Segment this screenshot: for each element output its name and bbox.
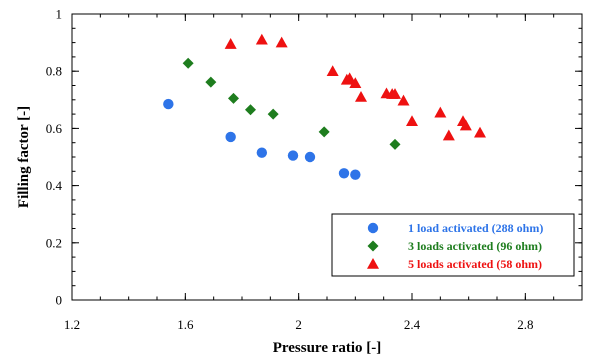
legend-label: 3 loads activated (96 ohm) bbox=[408, 239, 542, 253]
x-tick-label: 2 bbox=[295, 317, 302, 332]
axes: 1.2 1.6 2 2.4 2.8 0 0.2 0.4 0.6 0.8 1 bbox=[46, 7, 583, 332]
data-point-circle bbox=[256, 147, 268, 158]
data-point-triangle bbox=[349, 77, 362, 89]
x-tick-label: 2.4 bbox=[404, 317, 421, 332]
legend-label: 5 loads activated (58 ohm) bbox=[408, 257, 542, 271]
data-point-triangle bbox=[474, 126, 486, 138]
data-point-triangle bbox=[442, 129, 455, 141]
data-point-circle bbox=[287, 150, 299, 161]
data-point-diamond bbox=[389, 138, 401, 150]
data-point-circle bbox=[225, 131, 236, 143]
data-point-diamond bbox=[182, 57, 194, 69]
y-tick-label: 0 bbox=[56, 293, 63, 308]
data-point-diamond bbox=[267, 108, 279, 120]
data-point-triangle bbox=[255, 33, 268, 45]
y-tick-label: 0.6 bbox=[46, 121, 63, 136]
legend-marker-diamond bbox=[367, 240, 379, 252]
legend-label: 1 load activated (288 ohm) bbox=[408, 221, 543, 235]
data-point-triangle bbox=[434, 106, 447, 118]
data-point-circle bbox=[350, 169, 361, 180]
y-axis-title: Filling factor [-] bbox=[16, 106, 32, 208]
legend-marker-triangle bbox=[367, 258, 379, 269]
data-point-triangle bbox=[224, 38, 237, 49]
y-tick-label: 0.8 bbox=[46, 64, 62, 79]
data-point-triangle bbox=[397, 94, 410, 106]
data-point-triangle bbox=[275, 36, 288, 48]
series-2 bbox=[182, 57, 401, 150]
legend-marker-circle bbox=[367, 222, 379, 234]
data-marks bbox=[163, 33, 486, 180]
data-point-triangle bbox=[355, 90, 367, 102]
x-tick-label: 1.6 bbox=[177, 317, 194, 332]
legend: 1 load activated (288 ohm) 3 loads activa… bbox=[331, 213, 575, 277]
data-point-diamond bbox=[318, 126, 330, 138]
data-point-triangle bbox=[389, 88, 401, 99]
data-point-diamond bbox=[245, 104, 256, 116]
x-tick-label: 2.8 bbox=[517, 317, 533, 332]
data-point-triangle bbox=[459, 119, 472, 131]
data-point-triangle bbox=[326, 65, 339, 76]
y-tick-label: 0.4 bbox=[46, 178, 63, 193]
data-point-circle bbox=[163, 98, 174, 110]
series-3 bbox=[224, 33, 486, 141]
data-point-circle bbox=[338, 168, 350, 179]
data-point-diamond bbox=[205, 76, 217, 88]
x-tick-label: 1.2 bbox=[64, 317, 80, 332]
series-1 bbox=[163, 98, 361, 180]
x-axis-title: Pressure ratio [-] bbox=[273, 340, 382, 356]
data-point-circle bbox=[304, 151, 316, 163]
data-point-triangle bbox=[343, 72, 356, 84]
data-point-diamond bbox=[228, 92, 239, 104]
data-point-triangle bbox=[406, 115, 418, 127]
y-tick-label: 0.2 bbox=[46, 235, 62, 250]
y-tick-label: 1 bbox=[56, 7, 63, 22]
